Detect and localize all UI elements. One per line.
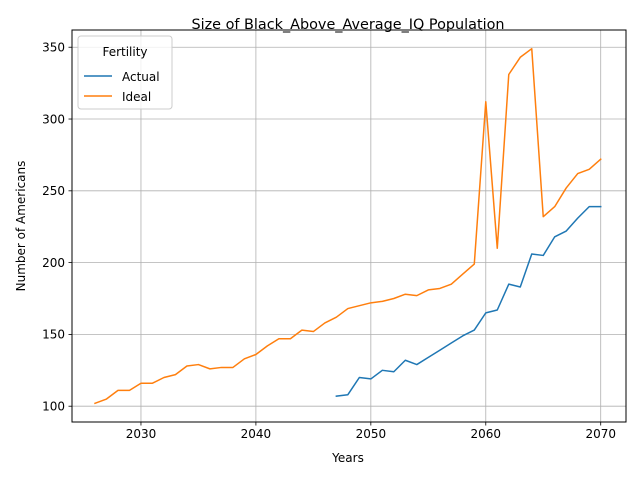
x-tick-label: 2070 <box>585 427 616 441</box>
series-line-ideal <box>94 47 602 405</box>
x-tick-label: 2040 <box>241 427 272 441</box>
y-tick-label: 350 <box>42 41 65 55</box>
legend-label-ideal: Ideal <box>122 90 151 104</box>
series-line-actual <box>335 205 602 397</box>
x-axis-label: Years <box>331 451 364 465</box>
x-tick-label: 2030 <box>126 427 157 441</box>
x-tick-label: 2050 <box>356 427 387 441</box>
y-tick-label: 250 <box>42 184 65 198</box>
y-tick-label: 300 <box>42 112 65 126</box>
x-tick-label: 2060 <box>471 427 502 441</box>
series-lines <box>94 47 602 405</box>
gridlines <box>72 30 626 422</box>
legend: Fertility Actual Ideal <box>77 35 173 110</box>
y-tick-label: 150 <box>42 328 65 342</box>
y-tick-label: 200 <box>42 256 65 270</box>
y-tick-label: 100 <box>42 400 65 414</box>
legend-box <box>77 35 173 110</box>
plot-frame <box>71 29 627 423</box>
y-axis-label: Number of Americans <box>14 161 28 292</box>
legend-title: Fertility <box>102 45 147 59</box>
chart-title: Size of Black_Above_Average_IQ Populatio… <box>191 17 504 33</box>
legend-label-actual: Actual <box>122 70 160 84</box>
axis-ticks: 2030 2040 2050 2060 2070 100 150 200 250 300 350 <box>42 41 616 441</box>
